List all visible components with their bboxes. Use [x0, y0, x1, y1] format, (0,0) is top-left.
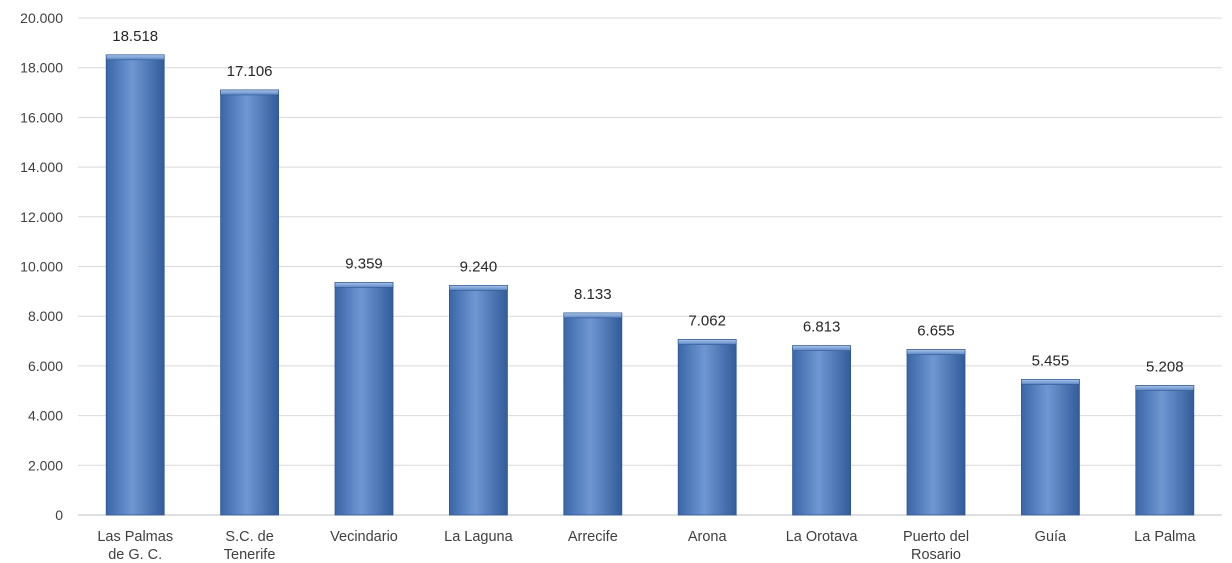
data-label: 18.518 — [112, 28, 158, 45]
bar — [1021, 379, 1080, 516]
data-label: 6.655 — [917, 323, 955, 340]
bar-body — [448, 284, 508, 516]
bar-body — [334, 282, 394, 516]
y-axis: 0 2.000 4.000 6.000 8.000 10.000 12.000 14.000 1… — [20, 10, 63, 523]
bar-body — [906, 349, 966, 516]
bar — [906, 349, 966, 516]
x-category-label: Las Palmas — [97, 529, 173, 545]
bar — [1135, 385, 1195, 516]
bars — [105, 54, 1195, 516]
x-category-label: Tenerife — [224, 547, 276, 563]
x-category-label: S.C. de — [225, 529, 273, 545]
x-category-label: Puerto del — [903, 529, 969, 545]
data-label: 6.813 — [803, 319, 841, 336]
data-labels: 18.518 17.106 9.359 9.240 8.133 7.062 6.813 6.6… — [112, 28, 1183, 376]
bar — [334, 282, 394, 516]
y-tick-label: 10.000 — [20, 259, 63, 275]
bar-body — [105, 54, 165, 516]
bar-top — [220, 89, 279, 96]
y-tick-label: 18.000 — [20, 60, 63, 76]
bar-body — [1021, 379, 1080, 516]
y-tick-label: 16.000 — [20, 109, 63, 125]
bar-body — [220, 89, 280, 516]
x-category-label: Arrecife — [568, 529, 618, 545]
y-tick-label: 20.000 — [20, 10, 63, 26]
data-label: 9.240 — [460, 258, 498, 275]
x-category-label: Rosario — [911, 547, 961, 563]
bar-top — [449, 285, 508, 291]
data-label: 5.455 — [1032, 352, 1070, 369]
x-category-label: La Laguna — [444, 529, 513, 545]
bar-top — [1135, 385, 1195, 391]
bar — [563, 312, 623, 516]
y-tick-label: 12.000 — [20, 209, 63, 225]
bar — [792, 345, 851, 516]
x-category-label: Vecindario — [330, 529, 398, 545]
bar — [105, 54, 165, 516]
data-label: 8.133 — [574, 286, 612, 303]
y-tick-label: 6.000 — [28, 358, 63, 374]
bar-body — [563, 312, 623, 516]
x-category-label: de G. C. — [108, 547, 162, 563]
x-axis: Las Palmas de G. C. S.C. de Tenerife Vecinda… — [97, 529, 1196, 563]
bar — [220, 89, 280, 516]
data-label: 7.062 — [688, 313, 726, 330]
bar-body — [792, 345, 851, 516]
bar-top — [906, 349, 966, 355]
y-tick-label: 14.000 — [20, 159, 63, 175]
bar — [677, 339, 737, 516]
bar-top — [334, 282, 394, 288]
y-tick-label: 2.000 — [28, 457, 63, 473]
y-tick-label: 0 — [55, 507, 63, 523]
bar-top — [677, 339, 737, 345]
bar-top — [105, 54, 165, 61]
x-category-label: Guía — [1035, 529, 1067, 545]
x-category-label: Arona — [688, 529, 728, 545]
data-label: 5.208 — [1146, 359, 1184, 376]
bar-body — [1135, 385, 1195, 516]
data-label: 17.106 — [227, 63, 273, 80]
x-category-label: La Palma — [1134, 529, 1196, 545]
y-tick-label: 8.000 — [28, 308, 63, 324]
data-label: 9.359 — [345, 255, 383, 272]
bar-top — [1021, 379, 1080, 385]
bar — [448, 284, 508, 516]
bar-body — [677, 339, 737, 516]
bar-top — [792, 345, 851, 351]
bar-top — [563, 312, 623, 319]
y-tick-label: 4.000 — [28, 408, 63, 424]
x-category-label: La Orotava — [786, 529, 859, 545]
